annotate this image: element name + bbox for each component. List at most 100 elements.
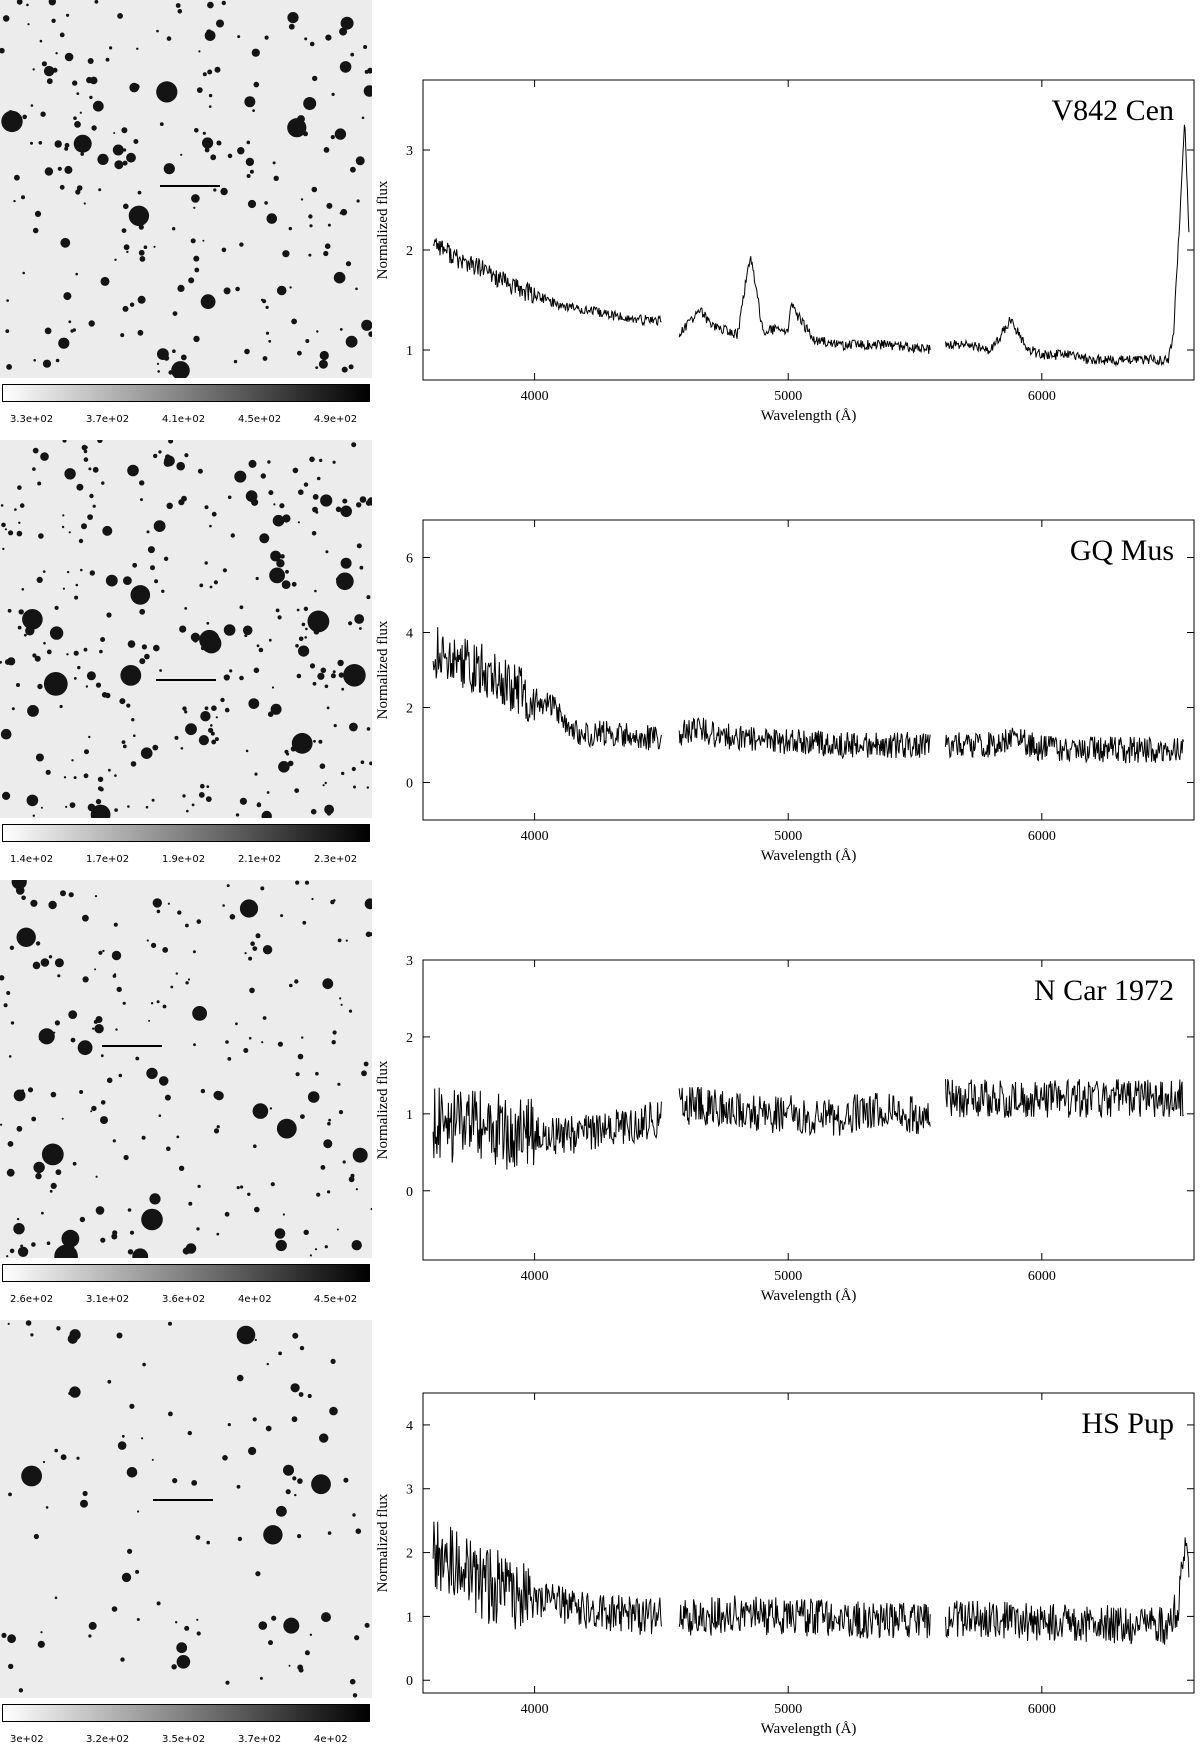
star: [264, 35, 269, 40]
star: [227, 153, 233, 159]
star: [342, 1160, 346, 1164]
star: [355, 156, 365, 166]
star: [32, 467, 36, 471]
star: [282, 250, 290, 258]
star: [120, 1657, 125, 1662]
star: [233, 359, 238, 364]
star: [83, 773, 89, 779]
star: [151, 942, 157, 948]
star: [318, 359, 328, 369]
star: [51, 18, 56, 23]
star: [156, 1000, 160, 1004]
star: [324, 243, 331, 249]
star: [214, 737, 219, 742]
colorbar-tick-label: 3.7e+02: [86, 414, 130, 425]
finding-chart-v842-cen: [0, 0, 372, 378]
star: [138, 224, 144, 230]
star: [246, 174, 251, 178]
star: [154, 579, 159, 584]
star: [194, 267, 200, 273]
star: [27, 705, 39, 717]
star: [121, 1572, 132, 1583]
star: [257, 802, 261, 806]
star: [76, 1456, 80, 1460]
star: [333, 271, 346, 284]
star: [30, 104, 34, 107]
star: [339, 328, 343, 331]
star: [21, 1089, 25, 1093]
star: [68, 1010, 78, 1019]
star: [27, 23, 30, 26]
star: [298, 489, 304, 495]
spectrum-segment-3: [945, 727, 1185, 764]
star: [54, 140, 62, 148]
star: [152, 898, 162, 908]
star: [281, 580, 291, 589]
star: [197, 1184, 201, 1188]
star: [141, 1437, 144, 1440]
colorbar-tick-label: 1.7e+02: [86, 854, 130, 865]
star: [370, 1207, 372, 1211]
star: [0, 728, 12, 740]
star: [184, 1625, 190, 1631]
star: [113, 132, 116, 134]
star: [295, 880, 300, 885]
star: [38, 1038, 41, 1041]
star: [253, 667, 260, 674]
star: [268, 1640, 273, 1646]
star: [230, 533, 235, 538]
star: [253, 1144, 257, 1148]
colorbar-labels-gq-mus: 1.4e+02 1.7e+02 1.9e+02 2.1e+02 2.3e+02: [2, 854, 370, 868]
star: [64, 468, 76, 480]
star: [319, 350, 329, 361]
star: [339, 997, 342, 1000]
star: [5, 329, 10, 333]
star: [323, 147, 330, 153]
star: [98, 188, 102, 192]
star: [21, 895, 26, 901]
star: [150, 1002, 154, 1005]
star: [249, 987, 255, 994]
star: [88, 1621, 97, 1630]
star: [126, 250, 129, 254]
star: [86, 671, 96, 681]
finding-chart-gq-mus: [0, 440, 372, 818]
star: [156, 29, 159, 33]
star: [317, 672, 325, 680]
star: [16, 530, 23, 537]
star: [354, 675, 360, 681]
star: [23, 633, 27, 637]
star: [65, 805, 68, 808]
star: [204, 706, 209, 711]
star: [284, 749, 289, 754]
star: [73, 677, 77, 680]
star: [276, 1118, 297, 1139]
star: [297, 521, 300, 524]
star: [101, 481, 105, 485]
colorbar-tick-label: 3.3e+02: [10, 414, 54, 425]
star: [207, 69, 213, 75]
star: [130, 585, 151, 605]
star: [296, 608, 300, 612]
star: [270, 703, 282, 715]
star: [100, 637, 106, 642]
star: [92, 466, 99, 473]
star: [188, 277, 195, 284]
star: [16, 0, 23, 5]
star: [38, 533, 44, 539]
star: [17, 625, 22, 630]
star: [108, 768, 111, 772]
star: [10, 1021, 15, 1025]
star: [171, 1664, 177, 1670]
star: [272, 161, 276, 165]
y-tick-label: 4: [406, 627, 413, 642]
colorbar-tick-label: 3.5e+02: [162, 1734, 206, 1745]
star: [198, 735, 209, 746]
star: [55, 358, 60, 363]
y-tick-label: 1: [406, 1108, 413, 1123]
star: [118, 1073, 123, 1078]
star: [21, 588, 25, 591]
star: [89, 95, 93, 100]
star: [352, 1513, 356, 1517]
star: [253, 81, 260, 88]
